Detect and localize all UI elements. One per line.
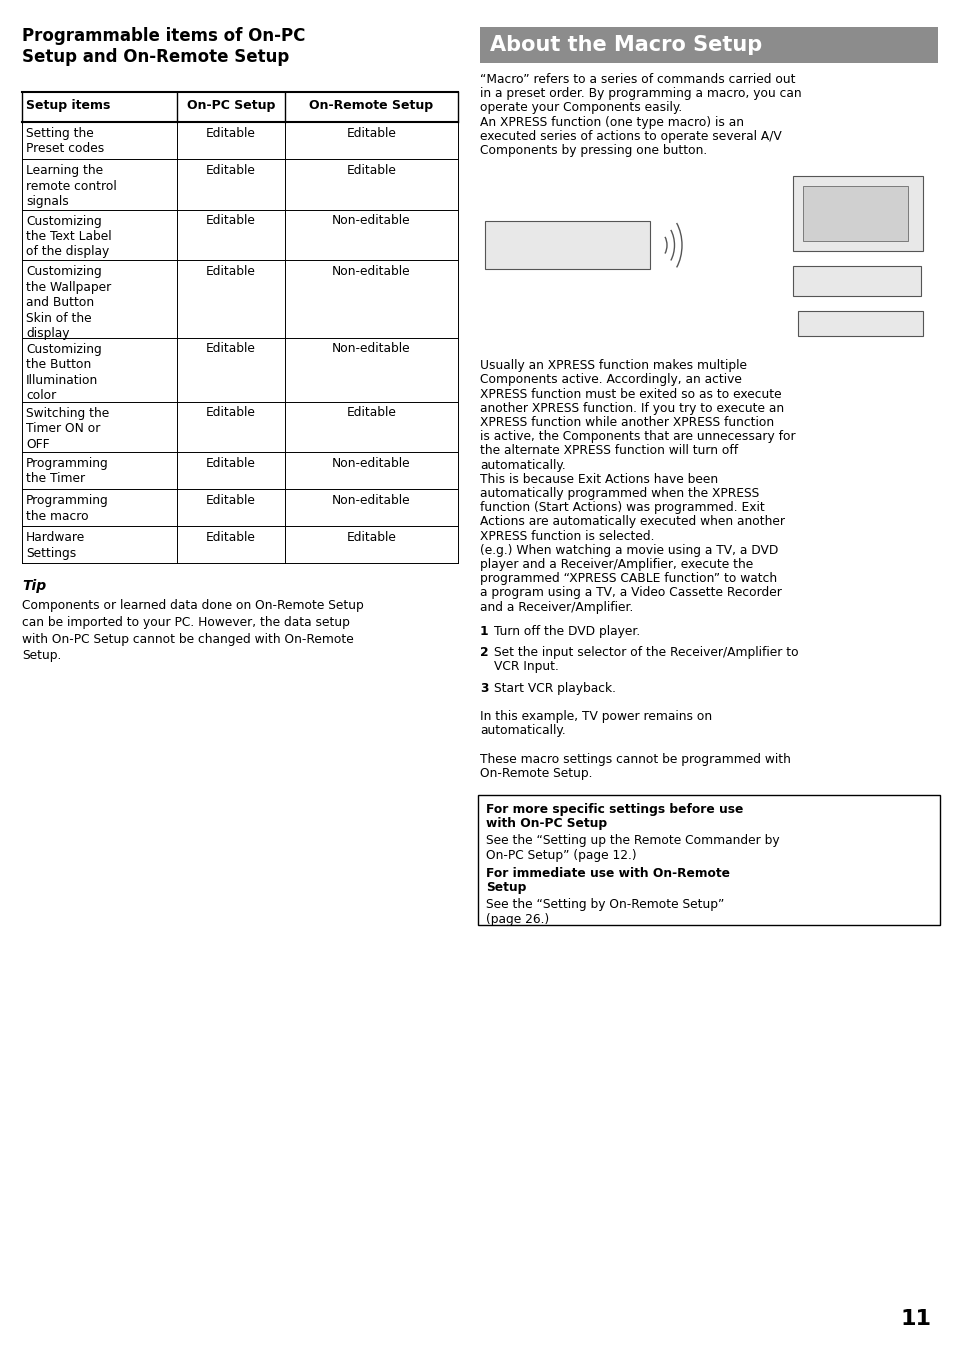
Bar	[479, 27, 937, 62]
Bar	[797, 311, 923, 337]
Text: For immediate use with On-Remote: For immediate use with On-Remote	[485, 867, 729, 881]
Text: with On-PC Setup: with On-PC Setup	[485, 817, 606, 830]
Text: Programming
the macro: Programming the macro	[26, 494, 109, 522]
Text: automatically programmed when the XPRESS: automatically programmed when the XPRESS	[479, 487, 759, 499]
Text: Setting the
Preset codes: Setting the Preset codes	[26, 128, 104, 156]
Text: On-Remote Setup.: On-Remote Setup.	[479, 767, 592, 780]
Text: a program using a TV, a Video Cassette Recorder: a program using a TV, a Video Cassette R…	[479, 586, 781, 600]
Text: Editable: Editable	[206, 342, 255, 356]
Text: Editable: Editable	[346, 531, 396, 544]
Text: For more specific settings before use: For more specific settings before use	[485, 803, 742, 816]
Text: Editable: Editable	[206, 457, 255, 470]
Text: the alternate XPRESS function will turn off: the alternate XPRESS function will turn …	[479, 444, 738, 457]
Text: Editable: Editable	[206, 407, 255, 419]
Text: 1: 1	[479, 624, 488, 638]
Text: Non-editable: Non-editable	[332, 342, 411, 356]
Text: operate your Components easily.: operate your Components easily.	[479, 102, 681, 114]
Text: (e.g.) When watching a movie using a TV, a DVD: (e.g.) When watching a movie using a TV,…	[479, 544, 778, 556]
Text: and a Receiver/Amplifier.: and a Receiver/Amplifier.	[479, 601, 633, 613]
Bar	[792, 266, 920, 296]
Text: 2: 2	[479, 646, 488, 660]
Text: Components active. Accordingly, an active: Components active. Accordingly, an activ…	[479, 373, 741, 387]
Text: Setup: Setup	[485, 881, 526, 894]
Text: Programming
the Timer: Programming the Timer	[26, 457, 109, 486]
Text: Switching the
Timer ON or
OFF: Switching the Timer ON or OFF	[26, 407, 110, 451]
Text: Editable: Editable	[206, 214, 255, 228]
Text: Editable: Editable	[346, 128, 396, 140]
Text: On-PC Setup: On-PC Setup	[187, 99, 274, 113]
Text: is active, the Components that are unnecessary for: is active, the Components that are unnec…	[479, 430, 795, 444]
Text: About the Macro Setup: About the Macro Setup	[490, 35, 761, 56]
Text: These macro settings cannot be programmed with: These macro settings cannot be programme…	[479, 753, 790, 765]
Text: “Macro” refers to a series of commands carried out: “Macro” refers to a series of commands c…	[479, 73, 795, 85]
Text: Non-editable: Non-editable	[332, 214, 411, 228]
Text: Setup items: Setup items	[26, 99, 111, 113]
Text: See the “Setting up the Remote Commander by: See the “Setting up the Remote Commander…	[485, 835, 779, 847]
Text: function (Start Actions) was programmed. Exit: function (Start Actions) was programmed.…	[479, 501, 764, 514]
Text: Editable: Editable	[206, 494, 255, 508]
Text: XPRESS function is selected.: XPRESS function is selected.	[479, 529, 654, 543]
Text: Non-editable: Non-editable	[332, 494, 411, 508]
Text: Editable: Editable	[206, 128, 255, 140]
Text: Non-editable: Non-editable	[332, 265, 411, 278]
Text: Editable: Editable	[346, 164, 396, 176]
Text: player and a Receiver/Amplifier, execute the: player and a Receiver/Amplifier, execute…	[479, 558, 753, 571]
Bar	[477, 795, 939, 925]
Text: In this example, TV power remains on: In this example, TV power remains on	[479, 710, 711, 723]
Text: Start VCR playback.: Start VCR playback.	[494, 681, 616, 695]
Text: XPRESS function must be exited so as to execute: XPRESS function must be exited so as to …	[479, 388, 781, 400]
Text: Editable: Editable	[206, 531, 255, 544]
Text: Components or learned data done on On-Remote Setup
can be imported to your PC. H: Components or learned data done on On-Re…	[22, 598, 363, 662]
Text: 3: 3	[479, 681, 488, 695]
Text: XPRESS function while another XPRESS function: XPRESS function while another XPRESS fun…	[479, 417, 773, 429]
Text: On-PC Setup” (page 12.): On-PC Setup” (page 12.)	[485, 848, 636, 862]
Text: VCR Input.: VCR Input.	[494, 661, 558, 673]
Text: 11: 11	[900, 1310, 931, 1329]
Text: executed series of actions to operate several A/V: executed series of actions to operate se…	[479, 130, 781, 142]
Text: Actions are automatically executed when another: Actions are automatically executed when …	[479, 516, 784, 528]
Bar	[484, 221, 649, 269]
Text: automatically.: automatically.	[479, 459, 565, 472]
Text: Learning the
remote control
signals: Learning the remote control signals	[26, 164, 116, 208]
Text: Turn off the DVD player.: Turn off the DVD player.	[494, 624, 639, 638]
Text: An XPRESS function (one type macro) is an: An XPRESS function (one type macro) is a…	[479, 115, 743, 129]
Text: Customizing
the Wallpaper
and Button
Skin of the
display: Customizing the Wallpaper and Button Ski…	[26, 265, 112, 341]
Text: Tip: Tip	[22, 579, 46, 593]
Bar	[792, 176, 923, 251]
Text: automatically.: automatically.	[479, 725, 565, 737]
Text: Customizing
the Text Label
of the display: Customizing the Text Label of the displa…	[26, 214, 112, 258]
Text: Customizing
the Button
Illumination
color: Customizing the Button Illumination colo…	[26, 342, 102, 402]
Text: Components by pressing one button.: Components by pressing one button.	[479, 144, 706, 157]
Text: See the “Setting by On-Remote Setup”: See the “Setting by On-Remote Setup”	[485, 898, 723, 912]
Text: Programmable items of On-PC
Setup and On-Remote Setup: Programmable items of On-PC Setup and On…	[22, 27, 305, 66]
Text: Set the input selector of the Receiver/Amplifier to: Set the input selector of the Receiver/A…	[494, 646, 798, 660]
Text: This is because Exit Actions have been: This is because Exit Actions have been	[479, 472, 718, 486]
Text: in a preset order. By programming a macro, you can: in a preset order. By programming a macr…	[479, 87, 801, 100]
Text: Usually an XPRESS function makes multiple: Usually an XPRESS function makes multipl…	[479, 360, 746, 372]
Text: Hardware
Settings: Hardware Settings	[26, 531, 85, 559]
Text: Editable: Editable	[346, 407, 396, 419]
Bar	[802, 186, 907, 242]
Text: (page 26.): (page 26.)	[485, 912, 549, 925]
Text: Editable: Editable	[206, 265, 255, 278]
Text: another XPRESS function. If you try to execute an: another XPRESS function. If you try to e…	[479, 402, 783, 415]
Text: On-Remote Setup: On-Remote Setup	[309, 99, 433, 113]
Text: Editable: Editable	[206, 164, 255, 176]
Text: Non-editable: Non-editable	[332, 457, 411, 470]
Text: programmed “XPRESS CABLE function” to watch: programmed “XPRESS CABLE function” to wa…	[479, 573, 777, 585]
